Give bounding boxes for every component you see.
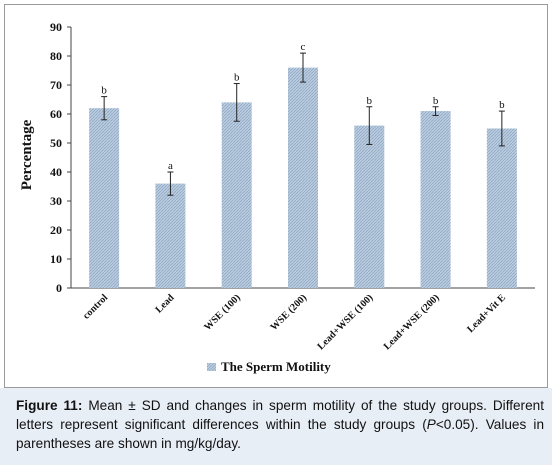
x-tick-label: Lead: [153, 292, 176, 315]
x-tick-label: control: [81, 292, 110, 321]
y-tick-label: 70: [50, 78, 62, 92]
bar: [89, 108, 120, 288]
y-tick-label: 20: [50, 223, 62, 237]
significance-letter: b: [499, 99, 505, 111]
significance-letter: b: [234, 72, 240, 84]
legend-label: The Sperm Motility: [221, 359, 331, 374]
y-tick-label: 40: [50, 165, 62, 179]
y-tick-label: 0: [56, 281, 62, 295]
significance-letter: b: [433, 95, 439, 107]
y-axis-title: Percentage: [19, 119, 35, 190]
x-tick-label: Lead+WSE (200): [382, 292, 442, 352]
x-tick-label: WSE (100): [202, 292, 243, 333]
bar: [155, 183, 186, 288]
x-tick-label: Lead+Vit E: [465, 292, 508, 335]
x-tick-label: Lead+WSE (100): [315, 292, 375, 352]
y-tick-label: 80: [50, 49, 62, 63]
y-tick-label: 30: [50, 194, 62, 208]
legend-swatch: [207, 363, 216, 371]
significance-letter: b: [101, 85, 107, 97]
bars-group: b a b c b b b: [89, 41, 517, 289]
significance-letter: b: [367, 95, 373, 107]
bar: [486, 128, 517, 288]
bar: [288, 67, 318, 288]
bar-chart: 0 10 20 30 40 50 60 70 80 90 b a b c b b b control Lead W…: [19, 20, 535, 374]
legend: The Sperm Motility: [207, 359, 331, 374]
y-tick-label: 10: [50, 252, 62, 266]
figure-caption: Figure 11: Mean ± SD and changes in sper…: [0, 388, 552, 465]
y-tick-label: 60: [50, 107, 62, 121]
caption-p-symbol: P: [426, 417, 436, 432]
bar: [420, 111, 451, 288]
caption-text-1: Mean ± SD and changes in sperm motility …: [16, 398, 544, 432]
bar: [221, 102, 252, 289]
caption-text-2: <0.05). Values in parentheses are shown …: [16, 417, 545, 451]
y-tick-label: 50: [50, 136, 62, 150]
bar: [354, 125, 385, 288]
significance-letter: c: [301, 41, 306, 53]
x-tick-label: WSE (200): [269, 292, 310, 333]
significance-letter: a: [168, 160, 173, 172]
caption-label: Figure 11:: [16, 398, 83, 413]
axes: 0 10 20 30 40 50 60 70 80 90: [50, 20, 535, 295]
chart-container: 0 10 20 30 40 50 60 70 80 90 b a b c b b b control Lead W…: [4, 4, 548, 388]
x-tick-labels: control Lead WSE (100) WSE (200) Lead+WSE (1…: [81, 292, 508, 352]
y-tick-label: 90: [50, 20, 62, 34]
